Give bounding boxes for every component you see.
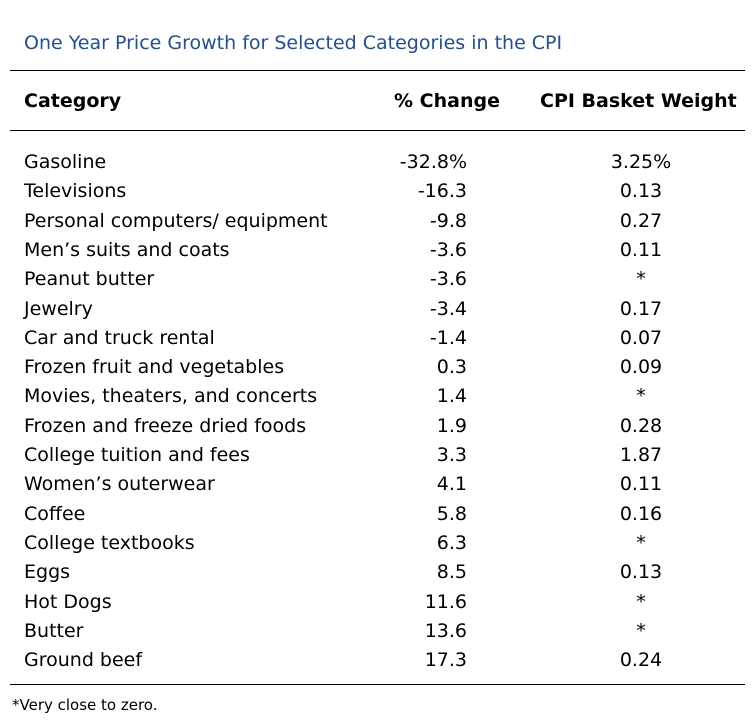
- table-cell: 5.8: [436, 502, 467, 525]
- table-cell: 3.25%: [610, 151, 672, 173]
- table-cell: 13.6: [424, 619, 467, 642]
- table-cell: 17.3: [424, 649, 467, 672]
- table-cell: 0.17: [619, 297, 663, 320]
- table-cell: *: [636, 590, 646, 613]
- table-cell: *: [636, 385, 646, 408]
- table-cell: -3.4: [429, 297, 467, 320]
- table-cell: 8.5: [436, 561, 467, 584]
- header-cell: Category: [24, 90, 122, 112]
- table-cell: 0.11: [619, 238, 663, 261]
- table-cell: *: [636, 619, 646, 642]
- table-cell: -3.6: [429, 238, 467, 261]
- header-cell: % Change: [394, 90, 500, 112]
- top-rule: [10, 70, 745, 71]
- table-cell: Car and truck rental: [24, 326, 215, 349]
- table-cell: 4.1: [436, 473, 467, 496]
- table-cell: 1.87: [619, 444, 663, 466]
- title: One Year Price Growth for Selected Categ…: [24, 32, 563, 54]
- footnote: *Very close to zero.: [12, 696, 158, 714]
- table-cell: Butter: [24, 619, 84, 642]
- header-cell: CPI Basket Weight: [540, 90, 737, 112]
- table-cell: College tuition and fees: [24, 444, 250, 466]
- table-cell: 0.16: [619, 502, 663, 525]
- table-cell: Peanut butter: [24, 268, 155, 291]
- table-cell: Personal computers/ equipment: [24, 209, 328, 232]
- table-cell: 0.28: [619, 414, 663, 437]
- table-cell: 11.6: [424, 590, 467, 613]
- table-cell: 0.3: [436, 356, 467, 379]
- table-cell: Ground beef: [24, 649, 143, 672]
- bottom-rule: [10, 684, 745, 685]
- table-cell: Frozen and freeze dried foods: [24, 414, 307, 437]
- table-cell: Movies, theaters, and concerts: [24, 385, 318, 408]
- table-cell: Televisions: [24, 180, 127, 203]
- table-cell: -1.4: [429, 326, 467, 349]
- table-cell: -3.6: [429, 268, 467, 291]
- table-cell: 3.3: [436, 444, 467, 466]
- table-cell: -32.8%: [399, 151, 467, 173]
- table-cell: 0.24: [619, 649, 663, 672]
- table-cell: -9.8: [429, 209, 467, 232]
- table-cell: Men’s suits and coats: [24, 238, 230, 261]
- table-cell: 0.07: [619, 326, 663, 349]
- table-cell: 1.4: [436, 385, 467, 408]
- table-cell: Coffee: [24, 502, 86, 525]
- table-cell: 0.27: [619, 209, 663, 232]
- table-cell: Women’s outerwear: [24, 473, 215, 496]
- table-cell: *: [636, 268, 646, 291]
- table-cell: 6.3: [436, 531, 467, 554]
- table-cell: 0.13: [619, 180, 663, 203]
- table-cell: 0.13: [619, 561, 663, 584]
- table-cell: -16.3: [417, 180, 467, 203]
- header-rule: [10, 130, 745, 131]
- table-cell: Jewelry: [24, 297, 93, 320]
- table-cell: *: [636, 531, 646, 554]
- table-cell: College textbooks: [24, 531, 195, 554]
- table-cell: 0.11: [619, 473, 663, 496]
- table-cell: Eggs: [24, 561, 71, 584]
- table-cell: 0.09: [619, 356, 663, 379]
- table-cell: Gasoline: [24, 151, 107, 173]
- table-cell: 1.9: [436, 414, 467, 437]
- table-cell: Frozen fruit and vegetables: [24, 356, 285, 379]
- table-cell: Hot Dogs: [24, 590, 112, 613]
